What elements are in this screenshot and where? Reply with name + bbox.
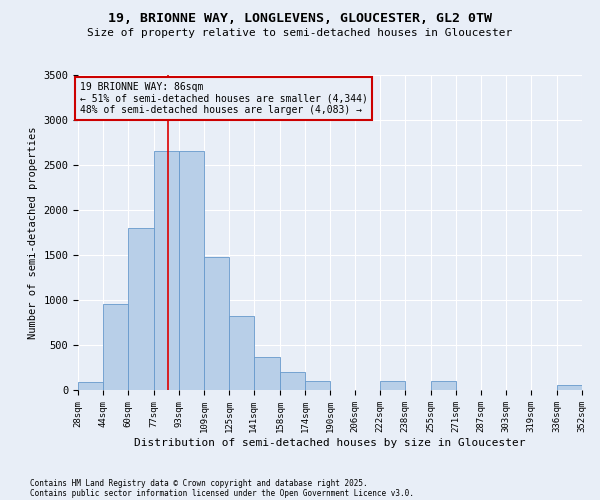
Bar (204, 257, 229, 390)
Text: Size of property relative to semi-detached houses in Gloucester: Size of property relative to semi-detach… (88, 28, 512, 38)
X-axis label: Distribution of semi-detached houses by size in Gloucester: Distribution of semi-detached houses by … (134, 438, 526, 448)
Bar (229, 316, 254, 390)
Bar (380, 381, 404, 390)
Bar (305, 381, 330, 390)
Text: Contains public sector information licensed under the Open Government Licence v3: Contains public sector information licen… (30, 488, 414, 498)
Bar (179, 152, 204, 390)
Text: 19 BRIONNE WAY: 86sqm
← 51% of semi-detached houses are smaller (4,344)
48% of s: 19 BRIONNE WAY: 86sqm ← 51% of semi-deta… (80, 82, 367, 116)
Bar (280, 372, 305, 390)
Text: Contains HM Land Registry data © Crown copyright and database right 2025.: Contains HM Land Registry data © Crown c… (30, 478, 368, 488)
Y-axis label: Number of semi-detached properties: Number of semi-detached properties (28, 126, 38, 339)
Bar (254, 356, 280, 390)
Bar (128, 228, 154, 390)
Bar (431, 381, 456, 390)
Text: 19, BRIONNE WAY, LONGLEVENS, GLOUCESTER, GL2 0TW: 19, BRIONNE WAY, LONGLEVENS, GLOUCESTER,… (108, 12, 492, 26)
Bar (557, 385, 582, 390)
Bar (78, 382, 103, 390)
Bar (154, 152, 179, 390)
Bar (103, 304, 128, 390)
